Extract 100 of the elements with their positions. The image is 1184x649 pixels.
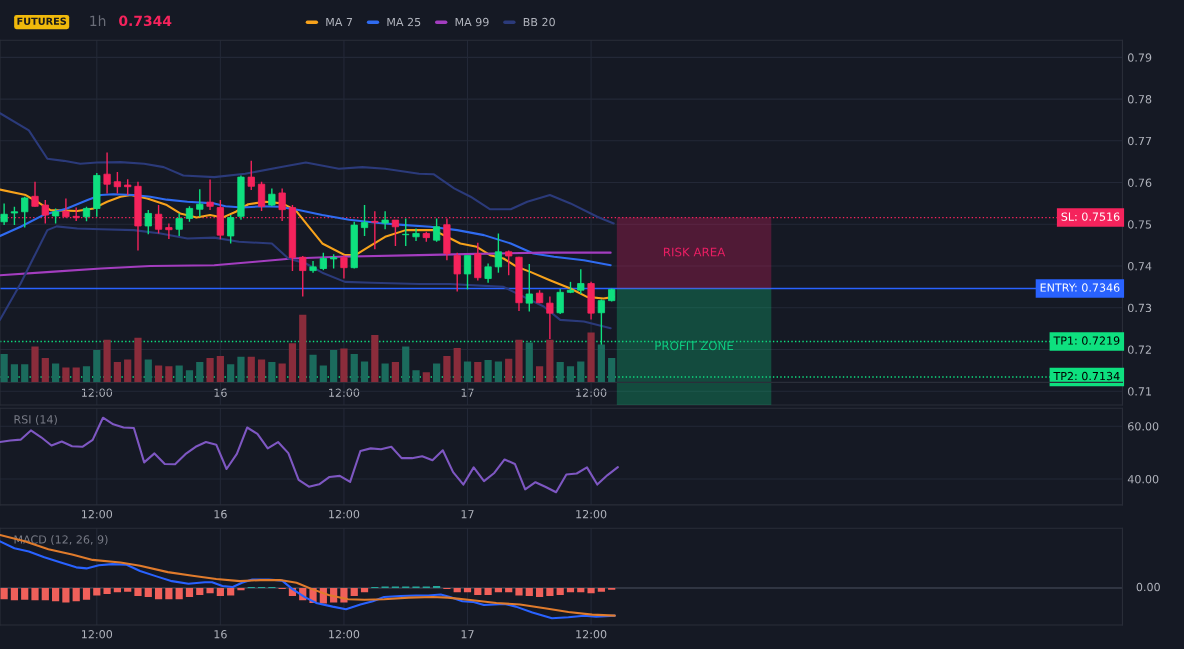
legend-label: MA 7 bbox=[326, 18, 353, 27]
bar bbox=[494, 361, 503, 383]
bar bbox=[515, 339, 523, 383]
x-tick-label: 16 bbox=[214, 388, 227, 397]
x-tick-label: 17 bbox=[461, 510, 474, 519]
candlestick bbox=[113, 171, 121, 195]
bar bbox=[577, 361, 585, 383]
y-tick-label: 0.76 bbox=[1128, 178, 1152, 187]
bar bbox=[113, 362, 121, 383]
candlestick bbox=[360, 204, 369, 237]
bar bbox=[505, 358, 513, 383]
legend-label: MA 99 bbox=[455, 17, 489, 27]
bar bbox=[299, 314, 307, 383]
candlestick bbox=[0, 202, 8, 226]
x-tick-label: 17 bbox=[461, 388, 474, 397]
bar bbox=[443, 356, 451, 383]
x-tick-label: 12:00 bbox=[576, 509, 607, 519]
ref-line-label: SL: 0.7516 bbox=[1061, 212, 1120, 221]
bar bbox=[360, 361, 369, 383]
x-tick-label: 12:00 bbox=[329, 509, 360, 519]
candlestick bbox=[21, 196, 29, 229]
bar bbox=[608, 358, 616, 383]
bar bbox=[227, 364, 235, 383]
candlestick bbox=[206, 178, 214, 211]
ref-line-label: TP1: 0.7219 bbox=[1053, 336, 1120, 345]
bar bbox=[402, 346, 410, 383]
band-label: PROFIT ZONE bbox=[655, 341, 734, 351]
candlestick bbox=[31, 181, 39, 208]
bar bbox=[453, 347, 461, 383]
y-tick-label: 0.72 bbox=[1128, 345, 1151, 354]
candlestick bbox=[196, 188, 204, 218]
ref-line-label: 0.00 bbox=[1136, 582, 1160, 592]
x-tick-label: 12:00 bbox=[576, 388, 607, 397]
candlestick bbox=[463, 254, 472, 291]
bar bbox=[288, 343, 297, 383]
ref-line-label: TP2: 0.7134 bbox=[1053, 371, 1120, 381]
bar bbox=[587, 332, 595, 383]
x-tick-label: 12:00 bbox=[329, 388, 360, 397]
bar bbox=[309, 354, 317, 383]
bar bbox=[21, 364, 29, 383]
ref-line-label: ENTRY: 0.7346 bbox=[1040, 283, 1120, 292]
candlestick bbox=[381, 210, 389, 230]
bar bbox=[185, 370, 194, 383]
bar bbox=[165, 366, 173, 383]
candlestick bbox=[525, 263, 533, 313]
bar bbox=[597, 344, 605, 383]
y-tick-label: 40.00 bbox=[1127, 475, 1159, 484]
bar bbox=[556, 362, 564, 383]
candlestick bbox=[103, 151, 111, 195]
x-tick-label: 12:00 bbox=[82, 509, 113, 519]
bar bbox=[10, 364, 19, 383]
bar bbox=[237, 356, 245, 383]
candlestick bbox=[453, 251, 461, 293]
bar bbox=[196, 362, 204, 383]
x-tick-label: 12:00 bbox=[82, 630, 113, 639]
bar bbox=[268, 362, 276, 383]
x-tick-label: 12:00 bbox=[329, 630, 360, 639]
bar bbox=[82, 366, 91, 383]
bar bbox=[206, 358, 214, 383]
bar bbox=[422, 372, 430, 383]
bar bbox=[330, 349, 338, 383]
candlestick bbox=[433, 217, 441, 243]
bar bbox=[52, 363, 60, 383]
candlestick bbox=[227, 214, 235, 245]
bar bbox=[103, 339, 111, 383]
bar bbox=[463, 361, 472, 383]
y-tick-label: 0.73 bbox=[1128, 303, 1152, 313]
bar bbox=[433, 363, 441, 383]
candlestick bbox=[556, 288, 564, 315]
y-tick-label: 0.71 bbox=[1128, 387, 1152, 396]
bar bbox=[0, 353, 8, 383]
x-tick-label: 12:00 bbox=[576, 630, 607, 639]
bar bbox=[278, 363, 286, 383]
candlestick bbox=[494, 232, 503, 274]
bar bbox=[72, 367, 80, 383]
candlestick bbox=[175, 212, 183, 237]
bar bbox=[31, 346, 39, 383]
y-tick-label: 0.79 bbox=[1128, 53, 1152, 62]
bar bbox=[144, 359, 152, 383]
y-tick-label: 0.74 bbox=[1128, 261, 1152, 271]
bar bbox=[154, 365, 163, 383]
text: 0.7344 bbox=[119, 15, 172, 27]
y-tick-label: 60.00 bbox=[1128, 422, 1159, 431]
bar bbox=[525, 342, 533, 383]
bar bbox=[93, 349, 101, 383]
candlestick bbox=[257, 181, 266, 212]
bar bbox=[391, 362, 400, 383]
bar bbox=[216, 356, 224, 383]
bar bbox=[257, 359, 266, 383]
bar bbox=[546, 339, 554, 383]
bar bbox=[62, 367, 70, 383]
candlestick bbox=[484, 262, 492, 284]
line-series bbox=[0, 416, 619, 494]
y-tick-label: 0.78 bbox=[1128, 95, 1152, 104]
bar bbox=[124, 359, 132, 383]
bar bbox=[319, 365, 327, 383]
candlestick bbox=[340, 254, 348, 280]
x-tick-label: 17 bbox=[461, 630, 474, 639]
bar bbox=[41, 358, 49, 383]
candlestick bbox=[10, 206, 19, 226]
